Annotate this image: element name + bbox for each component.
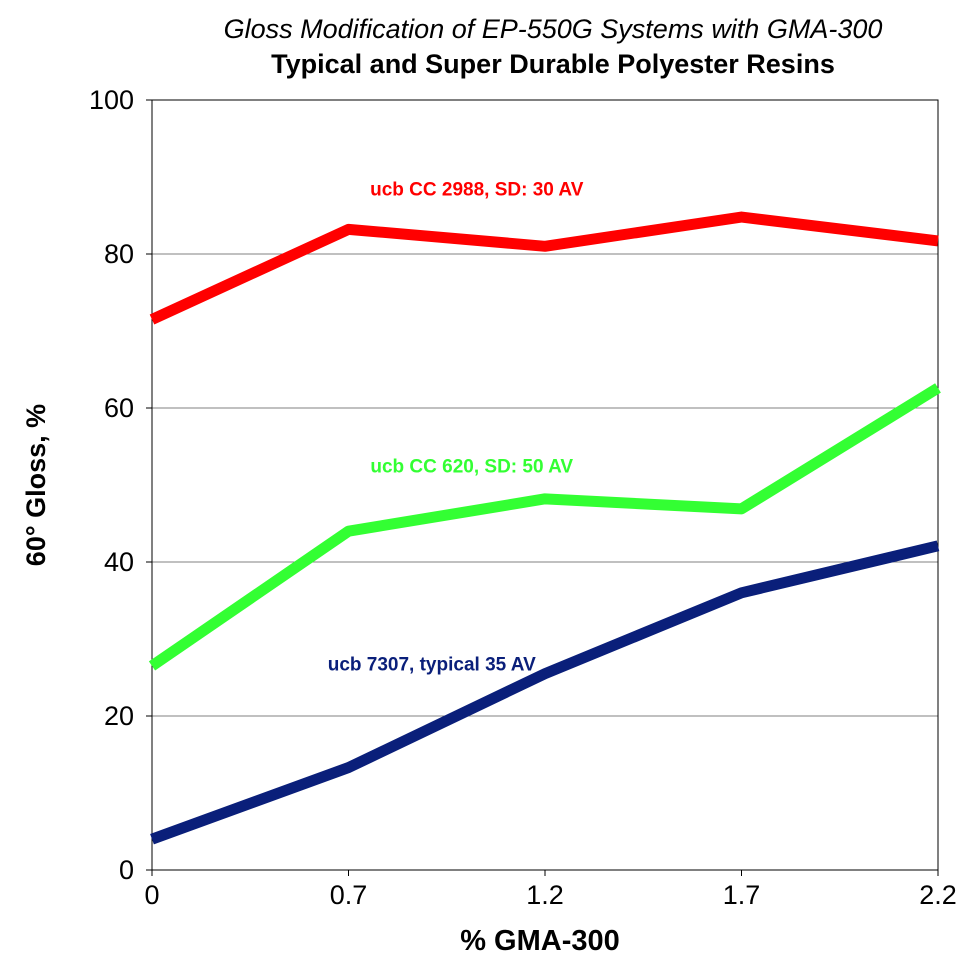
x-axis-ticks: 0 0.7 1.2 1.7 2.2: [144, 870, 956, 910]
chart-title: Typical and Super Durable Polyester Resi…: [271, 49, 835, 79]
y-tick-label: 100: [89, 85, 134, 115]
x-tick-label: 0: [144, 880, 159, 910]
series-lines: [152, 217, 938, 839]
y-tick-label: 40: [104, 547, 134, 577]
gridlines: [152, 254, 938, 716]
x-axis-label: % GMA-300: [460, 925, 620, 957]
series-line: [152, 217, 938, 319]
series-line: [152, 388, 938, 666]
series-label: ucb CC 2988, SD: 30 AV: [370, 179, 584, 200]
x-tick-label: 1.7: [723, 880, 761, 910]
chart-subtitle: Gloss Modification of EP-550G Systems wi…: [224, 14, 883, 44]
y-tick-label: 20: [104, 701, 134, 731]
y-axis-ticks: 0 20 40 60 80 100: [89, 85, 152, 885]
y-tick-label: 0: [119, 855, 134, 885]
y-tick-label: 80: [104, 239, 134, 269]
x-tick-label: 0.7: [330, 880, 368, 910]
plot-area-border: [152, 100, 938, 870]
series-label: ucb 7307, typical 35 AV: [328, 655, 536, 676]
y-tick-label: 60: [104, 393, 134, 423]
y-axis-label: 60° Gloss, %: [21, 404, 51, 566]
x-tick-label: 1.2: [526, 880, 564, 910]
x-tick-label: 2.2: [919, 880, 957, 910]
series-label: ucb CC 620, SD: 50 AV: [370, 457, 573, 478]
